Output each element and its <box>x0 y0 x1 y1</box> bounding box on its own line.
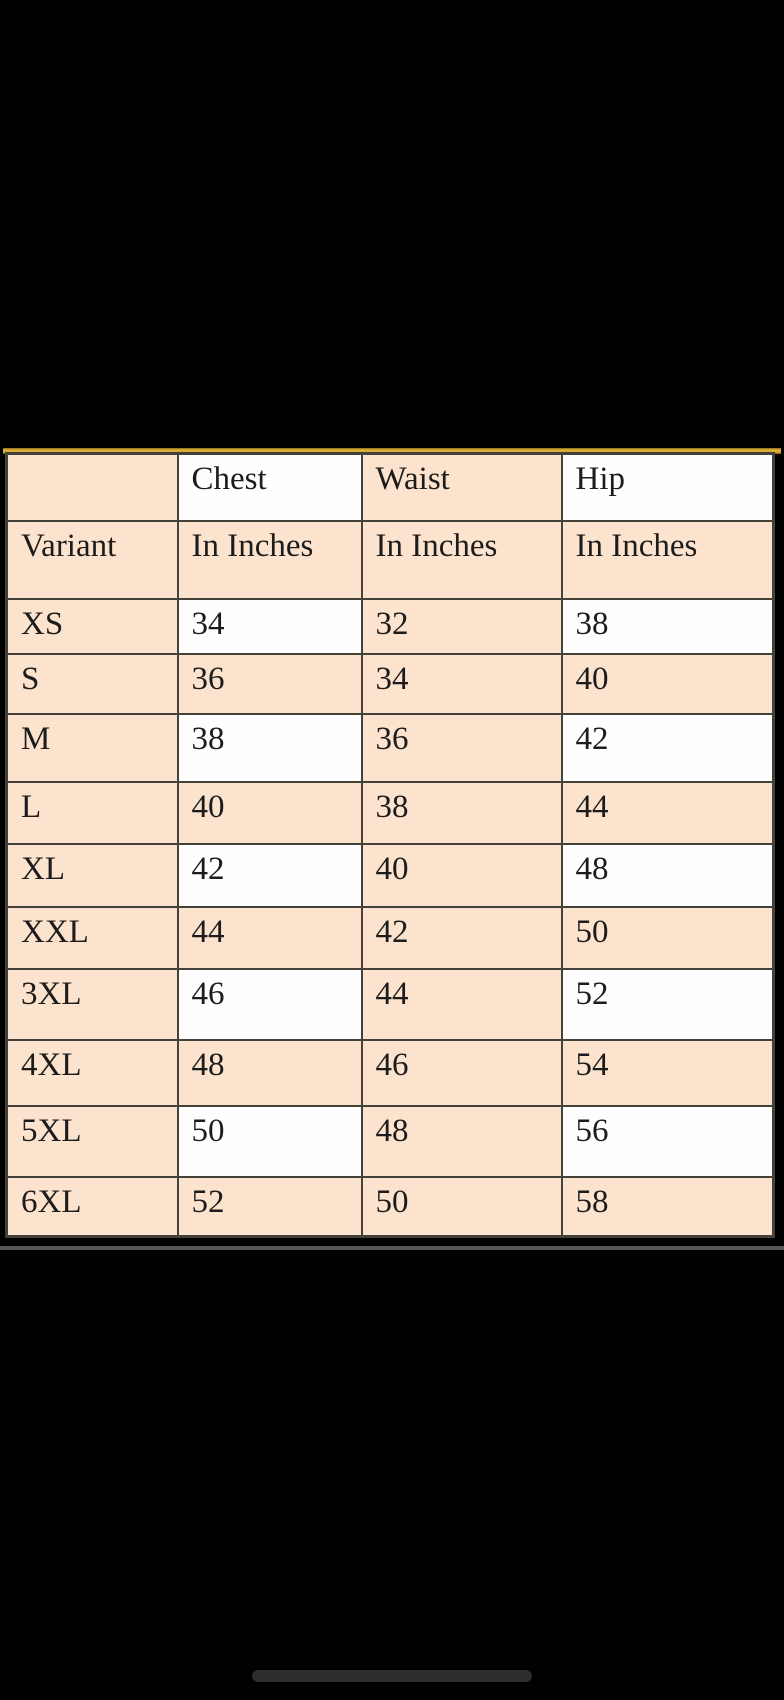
size-chart-table: Chest Waist Hip Variant In Inches In Inc… <box>5 452 775 1238</box>
table-cell: 44 <box>360 967 563 1041</box>
table-cell: 34 <box>176 597 363 655</box>
header-hip-units: In Inches <box>560 519 775 600</box>
table-cell: 36 <box>176 652 363 715</box>
table-cell: XL <box>5 842 179 908</box>
table-cell: 42 <box>176 842 363 908</box>
table-cell: 50 <box>560 905 775 970</box>
table-cell: 50 <box>176 1104 363 1178</box>
table-cell: 38 <box>176 712 363 783</box>
table-cell: 40 <box>360 842 563 908</box>
header-waist-units: In Inches <box>360 519 563 600</box>
header-chest-units: In Inches <box>176 519 363 600</box>
table-cell: 44 <box>176 905 363 970</box>
table-cell: L <box>5 780 179 845</box>
header-waist: Waist <box>360 452 563 522</box>
table-cell: 44 <box>560 780 775 845</box>
table-cell: 48 <box>176 1038 363 1107</box>
home-indicator[interactable] <box>252 1670 532 1682</box>
table-cell: 3XL <box>5 967 179 1041</box>
table-row-s: S 36 34 40 <box>5 652 775 715</box>
table-cell: 32 <box>360 597 563 655</box>
header-row-measures: Chest Waist Hip <box>5 452 775 522</box>
table-cell: 38 <box>560 597 775 655</box>
header-blank-cell <box>5 452 179 522</box>
table-cell: 56 <box>560 1104 775 1178</box>
table-cell: 42 <box>560 712 775 783</box>
header-chest: Chest <box>176 452 363 522</box>
table-row-4xl: 4XL 48 46 54 <box>5 1038 775 1107</box>
table-cell: 58 <box>560 1175 775 1238</box>
table-cell: XXL <box>5 905 179 970</box>
table-row-m: M 38 36 42 <box>5 712 775 783</box>
table-cell: 52 <box>560 967 775 1041</box>
table-cell: 42 <box>360 905 563 970</box>
table-row-xl: XL 42 40 48 <box>5 842 775 908</box>
table-cell: 52 <box>176 1175 363 1238</box>
table-cell: 4XL <box>5 1038 179 1107</box>
table-top-accent-line <box>3 448 781 454</box>
table-cell: 48 <box>560 842 775 908</box>
table-cell: 46 <box>360 1038 563 1107</box>
table-row-l: L 40 38 44 <box>5 780 775 845</box>
table-row-xs: XS 34 32 38 <box>5 597 775 655</box>
table-row-5xl: 5XL 50 48 56 <box>5 1104 775 1178</box>
table-cell: S <box>5 652 179 715</box>
table-cell: 54 <box>560 1038 775 1107</box>
header-hip: Hip <box>560 452 775 522</box>
table-cell: 40 <box>176 780 363 845</box>
table-cell: 40 <box>560 652 775 715</box>
bottom-divider-line <box>0 1246 784 1250</box>
table-cell: 6XL <box>5 1175 179 1238</box>
header-variant: Variant <box>5 519 179 600</box>
table-cell: 34 <box>360 652 563 715</box>
table-cell: 36 <box>360 712 563 783</box>
table-row-3xl: 3XL 46 44 52 <box>5 967 775 1041</box>
table-row-6xl: 6XL 52 50 58 <box>5 1175 775 1238</box>
table-cell: 50 <box>360 1175 563 1238</box>
table-cell: M <box>5 712 179 783</box>
table-cell: XS <box>5 597 179 655</box>
header-row-units: Variant In Inches In Inches In Inches <box>5 519 775 600</box>
table-cell: 38 <box>360 780 563 845</box>
table-row-xxl: XXL 44 42 50 <box>5 905 775 970</box>
table-cell: 5XL <box>5 1104 179 1178</box>
table-cell: 48 <box>360 1104 563 1178</box>
table-cell: 46 <box>176 967 363 1041</box>
